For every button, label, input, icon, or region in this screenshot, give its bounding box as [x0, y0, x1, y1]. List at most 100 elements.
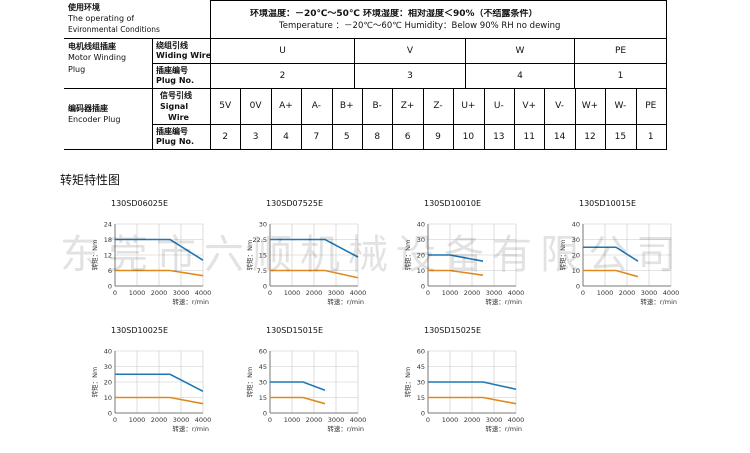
encoder-label-cn: 编码器插座 — [68, 104, 108, 113]
encoder-signal: B+ — [339, 101, 354, 111]
motor-wire-pe: PE — [614, 46, 627, 56]
motor-wire-u: U — [279, 46, 286, 56]
x-tick-label: 4000 — [508, 289, 525, 297]
y-tick-label: 30 — [259, 221, 267, 229]
x-tick-label: 0 — [581, 289, 585, 297]
x-tick-label: 0 — [113, 416, 117, 424]
torque-chart: 130SD15025E 0 15 30 45 60 0 1000 2000 3000 4000 转矩：… — [386, 326, 536, 444]
encoder-pin: 1 — [647, 132, 654, 142]
y-axis-label: 转矩：Nm — [558, 240, 567, 271]
series-line — [583, 269, 639, 278]
chart-title: 130SD07525E — [266, 199, 324, 208]
y-tick-label: 45 — [417, 363, 425, 371]
y-tick-label: 20 — [572, 252, 580, 260]
x-tick-label: 3000 — [328, 289, 345, 297]
motor-label-en1: Motor Winding — [68, 53, 127, 62]
y-tick-label: 0 — [421, 410, 425, 418]
encoder-pin: 11 — [523, 132, 535, 142]
y-tick-label: 18 — [104, 236, 112, 244]
x-axis-label: 转速：r/min — [172, 424, 209, 433]
encoder-signal: Z- — [433, 101, 443, 111]
encoder-signal: 0V — [249, 101, 262, 111]
signal-label-cn: 信号引线 — [160, 91, 192, 100]
y-tick-label: 15 — [417, 394, 425, 402]
y-tick-label: 60 — [259, 348, 267, 356]
chart-title: 130SD10015E — [579, 199, 637, 208]
y-tick-label: 15 — [259, 394, 267, 402]
series-line — [428, 396, 517, 405]
x-axis-label: 转速：r/min — [485, 424, 522, 433]
x-tick-label: 4000 — [350, 289, 367, 297]
encoder-pin: 13 — [493, 132, 505, 142]
x-tick-label: 2000 — [151, 416, 168, 424]
encoder-pin: 14 — [553, 132, 566, 142]
encoder-pin: 15 — [614, 132, 627, 142]
x-tick-label: 3000 — [328, 416, 345, 424]
series-line — [428, 254, 484, 262]
encoder-signal: V- — [555, 101, 565, 111]
encoder-signal: Z+ — [400, 101, 415, 111]
chart-title: 130SD10010E — [424, 199, 482, 208]
x-tick-label: 4000 — [508, 416, 525, 424]
encoder-pin-label-cn: 插座编号 — [156, 127, 188, 136]
y-tick-label: 10 — [417, 267, 425, 275]
y-tick-label: 10 — [572, 267, 580, 275]
x-tick-label: 4000 — [350, 416, 367, 424]
env-label-en1: The operating of — [68, 14, 135, 23]
series-line — [115, 269, 204, 277]
encoder-pin: 2 — [222, 132, 229, 142]
x-tick-label: 4000 — [195, 416, 212, 424]
encoder-signal: 5V — [219, 101, 232, 111]
motor-wire-v: V — [406, 46, 414, 56]
y-tick-label: 60 — [417, 348, 425, 356]
x-tick-label: 4000 — [195, 289, 212, 297]
x-axis-label: 转速：r/min — [327, 297, 364, 306]
y-tick-label: 0 — [108, 410, 112, 418]
encoder-signal: U+ — [461, 101, 476, 111]
y-tick-label: 20 — [104, 379, 112, 387]
x-axis-label: 转速：r/min — [327, 424, 364, 433]
y-tick-label: 30 — [572, 236, 580, 244]
y-tick-label: 30 — [259, 379, 267, 387]
x-tick-label: 0 — [113, 289, 117, 297]
motor-pin-w: 4 — [517, 71, 523, 81]
signal-label-en2: Wire — [168, 113, 189, 122]
x-axis-label: 转速：r/min — [485, 297, 522, 306]
y-tick-label: 0 — [263, 283, 267, 291]
motor-pin-v: 3 — [407, 71, 413, 81]
motor-wire-w: W — [515, 46, 525, 56]
torque-chart: 130SD15015E 0 15 30 45 60 0 1000 2000 3000 4000 转矩：… — [228, 326, 378, 444]
y-axis-label: 转矩：Nm — [245, 367, 254, 398]
x-tick-label: 4000 — [663, 289, 680, 297]
y-tick-label: 20 — [417, 252, 425, 260]
series-line — [428, 381, 517, 391]
x-tick-label: 3000 — [641, 289, 658, 297]
x-tick-label: 0 — [426, 416, 430, 424]
x-tick-label: 3000 — [173, 289, 190, 297]
encoder-signal: B- — [372, 101, 382, 111]
series-line — [270, 238, 359, 258]
env-label-en2: Evironmental Conditions — [68, 25, 160, 34]
y-axis-label: 转矩：Nm — [90, 240, 99, 271]
encoder-signal: W- — [614, 101, 627, 111]
env-text-en: Temperature ：－20℃～60℃ Humidity：Below 90%… — [279, 21, 561, 31]
y-tick-label: 30 — [417, 236, 425, 244]
chart-title: 130SD15025E — [424, 326, 482, 335]
section-title: 转矩特性图 — [60, 173, 121, 187]
series-line — [115, 238, 204, 261]
wire-label-en: Widing Wire — [156, 51, 212, 60]
y-tick-label: 12 — [104, 252, 112, 260]
torque-chart: 130SD10010E 0 10 20 30 40 0 1000 2000 3000 4000 转矩：… — [386, 199, 536, 317]
series-line — [115, 373, 204, 393]
y-tick-label: 0 — [576, 283, 580, 291]
chart-plot: 0 10 20 30 40 0 1000 2000 3000 4000 转矩：Nm 转速：r/min — [403, 221, 525, 307]
y-tick-label: 30 — [417, 379, 425, 387]
series-line — [428, 269, 484, 276]
y-tick-label: 15 — [259, 252, 267, 260]
y-tick-label: 24 — [104, 221, 112, 229]
x-tick-label: 1000 — [597, 289, 614, 297]
encoder-pin: 9 — [435, 132, 441, 142]
y-tick-label: 6 — [108, 267, 112, 275]
y-tick-label: 22.5 — [253, 236, 267, 244]
encoder-pin: 3 — [252, 132, 259, 142]
